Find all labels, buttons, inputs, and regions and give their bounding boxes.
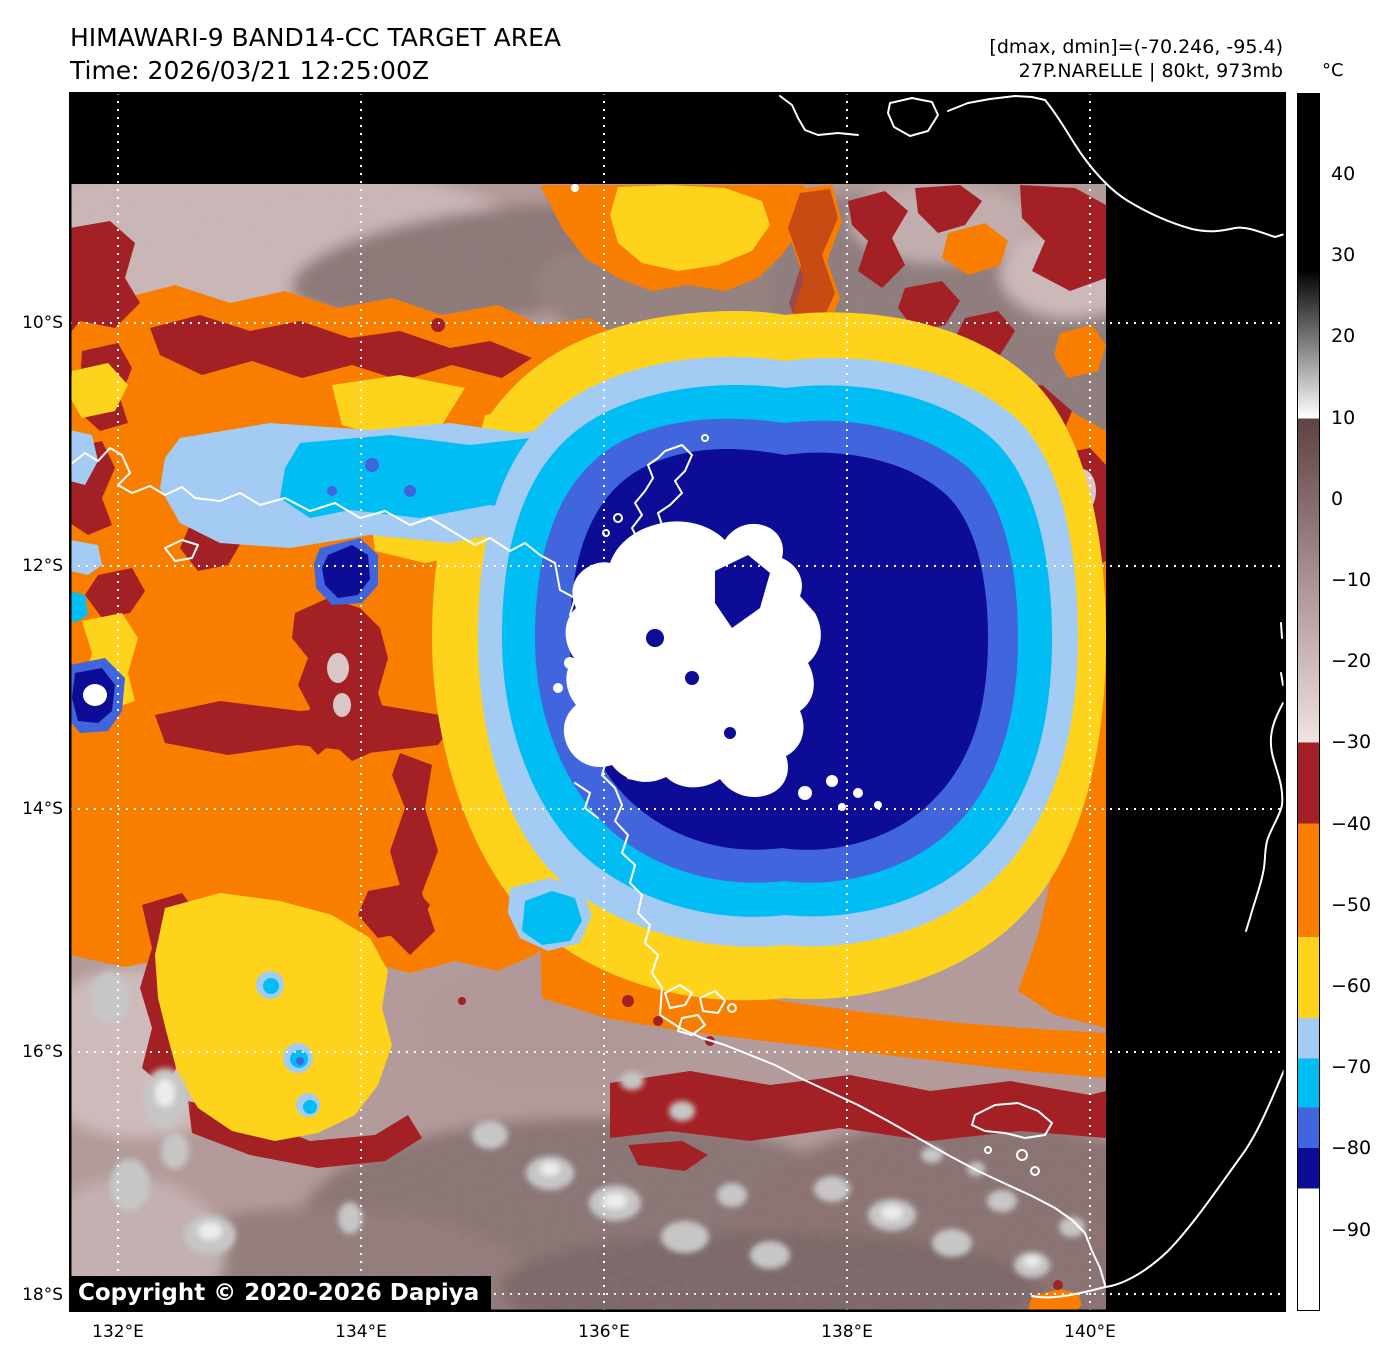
lon-label-136e: 136°E	[578, 1322, 630, 1342]
cape-york-west-coast	[1044, 99, 1285, 238]
lat-label-14s: 14°S	[22, 799, 63, 819]
cb-tick-40: 40	[1331, 163, 1356, 185]
latlon-gridlines	[70, 93, 1285, 1311]
lon-label-132e: 132°E	[92, 1322, 144, 1342]
pellew-islands	[664, 984, 726, 1036]
dmax-dmin-readout: [dmax, dmin]=(-70.246, -95.4)	[989, 36, 1283, 58]
product-timestamp: Time: 2026/03/21 12:25:00Z	[70, 56, 429, 85]
bay-islands	[574, 684, 653, 819]
cb-tick-0: 0	[1331, 488, 1344, 510]
lon-label-140e: 140°E	[1064, 1322, 1116, 1342]
cb-tick-m80: −80	[1331, 1137, 1372, 1159]
title-block: HIMAWARI-9 BAND14-CC TARGET AREA Time: 2…	[70, 21, 561, 87]
lat-label-12s: 12°S	[22, 556, 63, 576]
cb-tick-m50: −50	[1331, 894, 1372, 916]
west-convective-cells	[70, 538, 378, 733]
png-coast	[779, 95, 859, 136]
storm-info-block: [dmax, dmin]=(-70.246, -95.4) 27P.NARELL…	[883, 35, 1283, 83]
groote-eylandt	[631, 444, 693, 541]
storm-name-intensity: 27P.NARELLE | 80kt, 973mb	[1018, 60, 1283, 82]
cb-tick-m60: −60	[1331, 975, 1372, 997]
small-island	[1016, 1149, 1028, 1161]
copyright-watermark: Copyright © 2020-2026 Dapiya	[70, 1276, 492, 1311]
southwest-cluster-cold-spots	[256, 878, 592, 1117]
coastline-layer	[70, 95, 1285, 1299]
lon-label-138e: 138°E	[821, 1322, 873, 1342]
gulf-south-coast	[1031, 1067, 1285, 1299]
cb-tick-m20: −20	[1331, 650, 1372, 672]
torres-island	[887, 97, 939, 137]
top-end-and-gulf-west-coast	[70, 447, 1106, 1286]
cb-tick-m10: −10	[1331, 569, 1372, 591]
small-island	[984, 1146, 992, 1154]
cb-tick-m30: −30	[1331, 731, 1372, 753]
colorbar-units-label: °C	[1322, 60, 1344, 81]
product-title: HIMAWARI-9 BAND14-CC TARGET AREA	[70, 23, 562, 52]
cb-tick-20: 20	[1331, 325, 1356, 347]
small-island	[701, 434, 709, 442]
png-coast-east	[947, 95, 1046, 112]
satellite-map	[70, 93, 1285, 1311]
cb-tick-30: 30	[1331, 244, 1356, 266]
small-island	[613, 513, 623, 523]
lat-label-18s: 18°S	[22, 1285, 63, 1305]
cb-tick-10: 10	[1331, 407, 1356, 429]
wellesley-islands	[971, 1102, 1053, 1139]
coldest-overshooting-tops	[553, 184, 882, 811]
lat-label-16s: 16°S	[22, 1042, 63, 1062]
gulf-east-coast	[1245, 622, 1284, 932]
small-island	[727, 1003, 737, 1013]
cb-tick-m40: −40	[1331, 813, 1372, 835]
small-island	[1030, 1166, 1040, 1176]
coast-inlet	[164, 539, 199, 562]
low-cloud-speckles	[90, 972, 1085, 1278]
lat-label-10s: 10°S	[22, 313, 63, 333]
plot-border	[70, 93, 1285, 1311]
temperature-colorbar	[1297, 93, 1320, 1311]
map-plot	[69, 92, 1286, 1312]
cb-tick-m90: −90	[1331, 1219, 1372, 1241]
lon-label-134e: 134°E	[335, 1322, 387, 1342]
satellite-imagery-layer	[70, 184, 1106, 1311]
cb-tick-m70: −70	[1331, 1056, 1372, 1078]
